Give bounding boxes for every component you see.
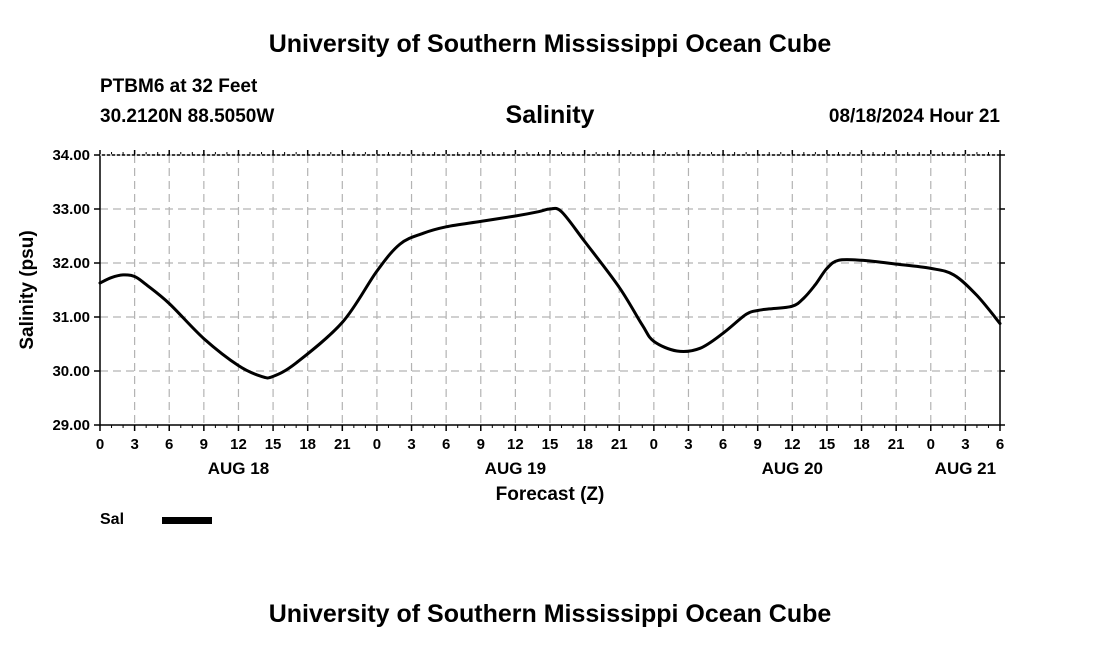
- x-axis-title: Forecast (Z): [496, 484, 605, 505]
- x-tick-label: 0: [373, 436, 381, 453]
- y-tick-label: 29.00: [52, 417, 90, 434]
- legend-swatch: [162, 517, 212, 524]
- x-tick-label: 3: [961, 436, 969, 453]
- series-line-sal: [98, 206, 1002, 380]
- x-tick-label: 12: [784, 436, 801, 453]
- y-tick-label: 30.00: [52, 363, 90, 380]
- y-tick-label: 31.00: [52, 309, 90, 326]
- y-tick-label: 34.00: [52, 147, 90, 164]
- station-label: PTBM6 at 32 Feet: [100, 76, 258, 97]
- x-tick-label: 6: [996, 436, 1004, 453]
- date-label: AUG 20: [762, 459, 823, 478]
- x-tick-label: 0: [927, 436, 935, 453]
- x-tick-label: 3: [407, 436, 415, 453]
- x-tick-label: 15: [265, 436, 282, 453]
- axis-ticks: [94, 150, 1005, 431]
- date-label: AUG 19: [485, 459, 546, 478]
- x-tick-label: 6: [719, 436, 727, 453]
- x-tick-label: 6: [442, 436, 450, 453]
- x-tick-label: 9: [754, 436, 762, 453]
- y-axis-title: Salinity (psu): [17, 230, 38, 349]
- x-tick-label: 9: [477, 436, 485, 453]
- x-tick-label: 15: [819, 436, 836, 453]
- legend-label: Sal: [100, 511, 125, 528]
- y-tick-label: 33.00: [52, 201, 90, 218]
- x-tick-label: 12: [230, 436, 247, 453]
- date-label: AUG 21: [935, 459, 996, 478]
- x-tick-label: 0: [650, 436, 658, 453]
- x-tick-label: 6: [165, 436, 173, 453]
- page-title: University of Southern Mississippi Ocean…: [268, 30, 832, 58]
- x-tick-label: 15: [542, 436, 559, 453]
- forecast-datetime: 08/18/2024 Hour 21: [828, 106, 1000, 127]
- x-tick-label: 3: [684, 436, 692, 453]
- x-tick-label: 21: [334, 436, 351, 453]
- x-tick-label: 12: [507, 436, 524, 453]
- coordinates-label: 30.2120N 88.5050W: [100, 106, 275, 127]
- x-tick-label: 0: [96, 436, 104, 453]
- x-tick-label: 18: [576, 436, 593, 453]
- x-tick-label: 18: [853, 436, 870, 453]
- axis-labels: 0 3 6 9 12 15 18 21 0 3 6 9 12 15 18 21 0 3 6 9 12 15 18 21 0 3 6 2…: [52, 147, 1004, 478]
- date-label: AUG 18: [208, 459, 269, 478]
- x-tick-label: 18: [299, 436, 316, 453]
- chart-title: Salinity: [505, 101, 595, 129]
- grid: [100, 155, 1000, 425]
- y-tick-label: 32.00: [52, 255, 90, 272]
- x-tick-label: 9: [200, 436, 208, 453]
- x-tick-label: 3: [130, 436, 138, 453]
- footer-title: University of Southern Mississippi Ocean…: [268, 600, 832, 628]
- x-tick-label: 21: [888, 436, 905, 453]
- x-tick-label: 21: [611, 436, 628, 453]
